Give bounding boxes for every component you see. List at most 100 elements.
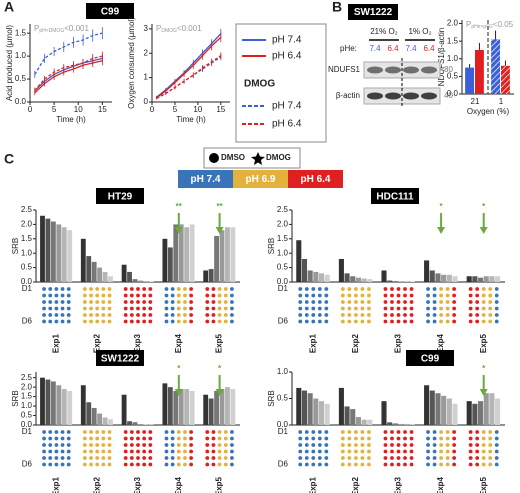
condition-dot [136,313,140,317]
bar [108,419,113,425]
condition-dot [230,449,234,454]
condition-dot [445,287,450,291]
bar [230,389,236,425]
bar [324,403,330,425]
row-label: D1 [278,427,289,436]
condition-dot [304,287,309,291]
bar [121,394,127,425]
bar [429,270,435,282]
condition-dot [176,319,181,324]
chart-title: SW1222 [101,354,140,365]
condition-dot [54,456,59,460]
condition-dot [347,319,352,324]
condition-dot [347,449,352,454]
bar [429,390,435,425]
condition-dot [60,436,65,441]
condition-dot [445,430,450,434]
condition-dot [390,449,394,454]
condition-dot [347,430,352,434]
bar [483,393,489,425]
condition-dot [230,293,234,298]
condition-dot [129,430,134,434]
condition-dot [481,456,486,460]
condition-dot [488,300,493,304]
row-label: D6 [22,460,33,469]
condition-dot [481,443,486,447]
condition-dot [317,456,322,460]
row-label: D1 [22,284,33,293]
condition-dot [183,449,187,454]
bar [318,273,325,282]
condition-dot [230,462,234,467]
y-tick-label: 0.5 [15,74,27,83]
condition-dot [230,443,234,447]
condition-dot [142,313,147,317]
condition-dot [298,443,303,447]
condition-dot [347,456,352,460]
condition-dot [390,456,394,460]
bar [381,270,387,282]
condition-dot [48,306,53,311]
condition-dot [148,293,153,298]
bar [392,281,398,282]
bar [338,258,344,282]
condition-dot [317,319,322,324]
condition-dot [340,449,345,454]
condition-dot [324,306,329,311]
condition-dot [42,306,46,311]
condition-dot [481,300,486,304]
condition-dot [468,287,473,291]
condition-dot [396,443,401,447]
condition-dot [176,293,181,298]
condition-dot [142,443,147,447]
condition-dot [170,300,175,304]
significance: * [218,364,222,373]
condition-dot [354,300,358,304]
condition-dot [48,313,53,317]
condition-dot [426,287,430,291]
band [421,66,437,74]
condition-dot [468,436,473,441]
bar [387,422,393,425]
x-tick-label: Exp3 [133,476,142,493]
condition-dot [82,456,87,460]
condition-dot [409,306,414,311]
condition-dot [189,456,194,460]
y-tick-label: 1.5 [21,234,33,243]
condition-dot [217,319,222,324]
y-tick-label: 1.0 [447,54,459,63]
condition-dot [396,300,401,304]
condition-dot [311,436,316,441]
condition-dot [129,436,134,441]
condition-dot [95,462,100,467]
condition-dot [403,300,407,304]
condition-dot [205,443,210,447]
bar [208,269,214,282]
condition-dot [390,430,394,434]
condition-dot [48,430,53,434]
condition-dot [148,313,153,317]
condition-dot [383,319,388,324]
condition-dot [223,287,228,291]
bar [398,281,404,282]
condition-dot [170,436,175,441]
condition-dot [367,306,371,311]
condition-dot [223,449,228,454]
condition-dot [183,293,187,298]
series-line [156,36,222,99]
bar [409,281,415,282]
x-axis-label: Oxygen (%) [467,107,510,116]
condition-dot [390,443,394,447]
condition-dot [205,462,210,467]
condition-dot [409,462,414,467]
condition-dot [298,436,303,441]
condition-dot [396,319,401,324]
condition-dot [317,300,322,304]
condition-dot [340,319,345,324]
condition-dot [445,300,450,304]
condition-dot [95,436,100,441]
bar [307,270,313,282]
condition-dot [223,319,228,324]
y-tick-label: 0.0 [21,277,33,286]
condition-dot [298,287,303,291]
